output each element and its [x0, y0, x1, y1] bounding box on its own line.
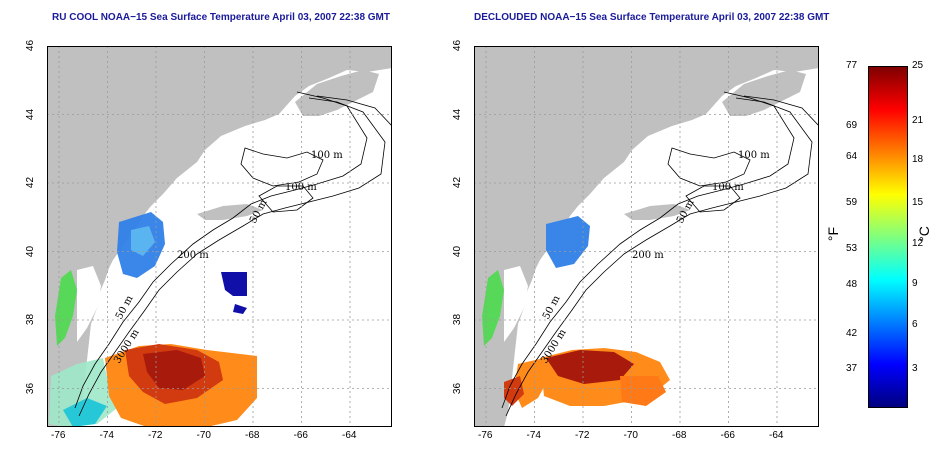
celsius-tick-label: 6 [912, 319, 918, 330]
fahrenheit-tick-label: 42 [846, 328, 858, 339]
contour-label-100m-north: 100 m [311, 150, 343, 161]
longitude-tick-label: -74 [99, 430, 114, 441]
right-map-panel: 100 m 100 m 50 m 200 m 50 m 3000 m 46 44 4… [452, 40, 819, 441]
latitude-tick-label: 36 [25, 382, 37, 394]
fahrenheit-tick-label: 53 [846, 243, 858, 254]
celsius-tick-label: 15 [912, 197, 924, 208]
fahrenheit-tick-label: 77 [846, 60, 858, 71]
right-map-title: DECLOUDED NOAA−15 Sea Surface Temperatur… [474, 12, 830, 23]
sst-coverage [482, 216, 670, 408]
longitude-tick-label: -64 [769, 430, 784, 441]
celsius-tick-label: 3 [912, 363, 918, 374]
latitude-tick-label: 40 [25, 245, 37, 257]
sst-coverage [49, 212, 257, 427]
latitude-tick-label: 42 [25, 176, 37, 189]
colorbar-gradient [868, 66, 908, 408]
longitude-tick-label: -76 [478, 430, 493, 441]
latitude-tick-label: 44 [452, 108, 464, 120]
latitude-axis: 46 44 42 40 38 36 [25, 40, 39, 427]
bathymetry-contours [74, 91, 392, 417]
grid-lines [474, 46, 819, 427]
left-map-canvas: 100 m 100 m 50 m 200 m 50 m 3000 m [47, 46, 392, 427]
latitude-tick-label: 40 [452, 245, 464, 257]
contour-label-100m-north: 100 m [738, 150, 770, 161]
fahrenheit-unit-label: °F [825, 226, 842, 242]
temperature-colorbar: 77 69 64 59 53 48 42 37 25 21 18 15 12 9 6 3 [846, 60, 923, 408]
fahrenheit-tick-label: 59 [846, 197, 858, 208]
celsius-unit-label: °C [915, 226, 932, 242]
fahrenheit-tick-label: 48 [846, 279, 858, 290]
celsius-tick-label: 18 [912, 154, 924, 165]
longitude-tick-label: -68 [245, 430, 260, 441]
longitude-tick-label: -64 [342, 430, 357, 441]
contour-label-200m: 200 m [177, 250, 209, 261]
grid-lines [47, 46, 392, 427]
celsius-tick-label: 12 [912, 238, 924, 249]
celsius-tick-label: 25 [912, 60, 924, 71]
latitude-tick-label: 38 [452, 313, 464, 326]
longitude-tick-label: -68 [672, 430, 687, 441]
latitude-tick-label: 46 [25, 39, 37, 52]
right-map-canvas: 100 m 100 m 50 m 200 m 50 m 3000 m [474, 46, 819, 427]
longitude-tick-label: -70 [196, 430, 211, 441]
latitude-tick-label: 44 [25, 108, 37, 120]
bathymetry-contours [501, 91, 819, 417]
longitude-axis: -76 -74 -72 -70 -68 -66 -64 [47, 430, 392, 446]
latitude-tick-label: 36 [452, 382, 464, 394]
fahrenheit-tick-label: 37 [846, 363, 858, 374]
celsius-tick-label: 21 [912, 115, 924, 126]
longitude-tick-label: -76 [51, 430, 66, 441]
latitude-tick-label: 46 [452, 39, 464, 52]
longitude-tick-label: -70 [623, 430, 638, 441]
longitude-tick-label: -74 [526, 430, 541, 441]
left-map-panel: 100 m 100 m 50 m 200 m 50 m 3000 m 46 44 4… [25, 40, 392, 441]
longitude-tick-label: -66 [293, 430, 308, 441]
longitude-tick-label: -72 [148, 430, 163, 441]
land-mass [47, 46, 392, 427]
longitude-tick-label: -72 [575, 430, 590, 441]
fahrenheit-tick-label: 69 [846, 120, 858, 131]
celsius-tick-label: 9 [912, 278, 918, 289]
latitude-tick-label: 42 [452, 176, 464, 189]
longitude-axis: -76 -74 -72 -70 -68 -66 -64 [474, 430, 819, 446]
latitude-axis: 46 44 42 40 38 36 [452, 40, 466, 427]
fahrenheit-tick-label: 64 [846, 151, 858, 162]
left-map-title: RU COOL NOAA−15 Sea Surface Temperature … [52, 12, 390, 23]
longitude-tick-label: -66 [720, 430, 735, 441]
contour-label-200m: 200 m [632, 250, 664, 261]
latitude-tick-label: 38 [25, 313, 37, 326]
